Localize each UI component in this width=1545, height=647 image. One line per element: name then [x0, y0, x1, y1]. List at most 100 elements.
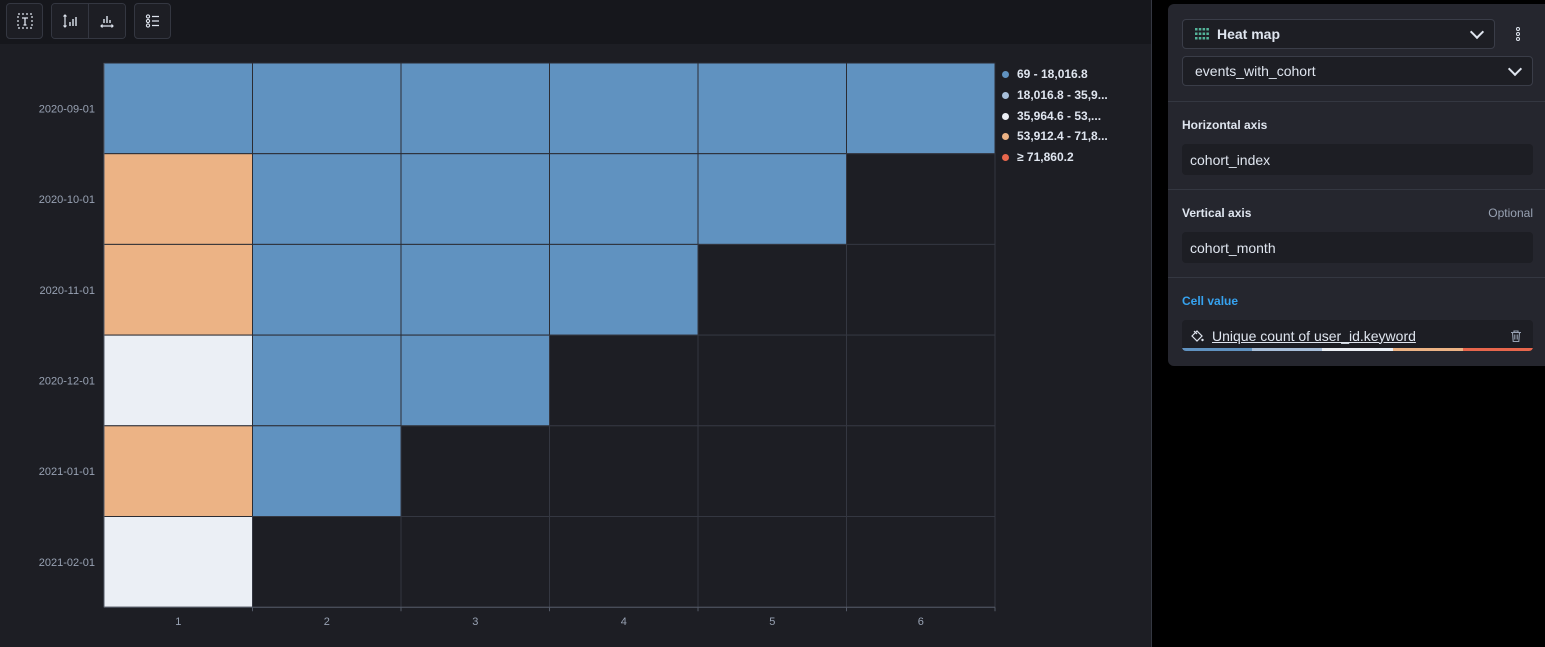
palette-swatch — [1462, 348, 1533, 351]
heatmap-cell — [400, 516, 550, 608]
x-tick-label: 3 — [472, 616, 478, 628]
axis-button-group — [51, 3, 126, 39]
x-tick-label: 2 — [324, 616, 330, 628]
x-tick-label: 1 — [175, 616, 181, 628]
heatmap-cell — [549, 516, 699, 608]
y-tick-label: 2020-11-01 — [40, 285, 95, 297]
palette-swatch — [1322, 348, 1393, 351]
heatmap-cell[interactable] — [697, 153, 847, 245]
trash-icon[interactable] — [1509, 329, 1523, 343]
vertical-axis-field[interactable]: cohort_month — [1182, 232, 1533, 263]
heatmap-cell[interactable] — [252, 153, 402, 245]
heatmap-cell — [549, 425, 699, 517]
y-tick-label: 2021-02-01 — [39, 557, 95, 569]
heatmap-cell[interactable] — [252, 334, 402, 427]
heatmap-cell — [846, 243, 996, 336]
divider — [1168, 189, 1545, 190]
layer-actions-button[interactable] — [1509, 24, 1527, 44]
horizontal-axis-label: Horizontal axis — [1182, 118, 1268, 132]
divider — [1168, 101, 1545, 102]
vertical-axis-value: cohort_month — [1190, 239, 1276, 256]
legend-button[interactable] — [134, 3, 171, 39]
y-tick-label: 2020-10-01 — [39, 194, 95, 206]
workspace: 1 2 3 4 5 6 2020-09-01 2020-10-01 2020-11-01 2020… — [0, 0, 1152, 647]
heatmap-cell — [846, 334, 996, 427]
cell-value-label: Cell value — [1182, 294, 1239, 308]
heatmap-cell[interactable] — [252, 425, 402, 517]
legend-icon — [145, 14, 159, 28]
layer-config-panel: Heat map events_with_cohort Horizontal a… — [1168, 4, 1545, 366]
horizontal-axis-field[interactable]: cohort_index — [1182, 144, 1533, 175]
heatmap-cell[interactable] — [549, 153, 699, 245]
chevron-down-icon — [1507, 61, 1523, 77]
palette-swatch — [1252, 348, 1323, 351]
heatmap-cell[interactable] — [103, 243, 253, 336]
heatmap-cell[interactable] — [252, 62, 402, 155]
heatmap-cell — [846, 516, 996, 608]
cell-value-link[interactable]: Unique count of user_id.keyword — [1212, 327, 1416, 344]
legend-dot — [1002, 153, 1009, 161]
y-tick-label: 2020-09-01 — [39, 103, 95, 115]
legend-item-label: 35,964.6 - 53,... — [1017, 109, 1102, 123]
text-icon-button[interactable] — [6, 3, 43, 39]
heatmap-cell[interactable] — [400, 243, 550, 336]
heatmap-cell[interactable] — [103, 516, 253, 608]
heatmap-cell[interactable] — [103, 153, 253, 245]
horizontal-axis-value: cohort_index — [1190, 151, 1271, 168]
heatmap-cell[interactable] — [400, 62, 550, 155]
paint-bucket-icon — [1191, 329, 1204, 342]
heatmap-cell[interactable] — [103, 62, 253, 155]
heatmap-chart: 1 2 3 4 5 6 2020-09-01 2020-10-01 2020-11-01 2020… — [39, 62, 996, 628]
vertical-axis-label: Vertical axis — [1182, 206, 1252, 220]
index-pattern-label: events_with_cohort — [1195, 63, 1316, 79]
legend-item[interactable]: 53,912.4 - 71,8... — [1002, 129, 1108, 143]
heatmap-cell[interactable] — [103, 425, 253, 517]
legend-dot — [1002, 70, 1009, 78]
legend-item-label: 18,016.8 - 35,9... — [1017, 88, 1108, 102]
panel-separator[interactable] — [1151, 0, 1152, 647]
heatmap-cell[interactable] — [697, 62, 847, 155]
divider — [1168, 277, 1545, 278]
palette-swatch — [1182, 348, 1253, 351]
heatmap-cell[interactable] — [400, 153, 550, 245]
horizontal-axis-icon — [100, 16, 114, 28]
heatmap-cell — [697, 334, 847, 427]
palette-swatch — [1392, 348, 1463, 351]
x-tick-label: 5 — [769, 616, 775, 628]
y-tick-label: 2021-01-01 — [39, 466, 95, 478]
index-pattern-select[interactable]: events_with_cohort — [1182, 56, 1533, 86]
legend-item-label: 69 - 18,016.8 — [1017, 67, 1088, 81]
heatmap-cell — [252, 516, 402, 608]
color-palette-strip — [1182, 348, 1533, 351]
more-vertical-icon — [1516, 27, 1520, 41]
legend-item[interactable]: ≥ 71,860.2 — [1002, 150, 1074, 164]
heatmap-cell — [697, 243, 847, 336]
heatmap-cell[interactable] — [400, 334, 550, 427]
heatmap-cell[interactable] — [252, 243, 402, 336]
legend-item-label: 53,912.4 - 71,8... — [1017, 129, 1108, 143]
heatmap-cell[interactable] — [103, 334, 253, 427]
legend-item[interactable]: 18,016.8 - 35,9... — [1002, 88, 1108, 102]
cell-value-field[interactable]: Unique count of user_id.keyword — [1182, 320, 1533, 351]
x-tick-label: 6 — [918, 616, 924, 628]
heatmap-icon — [1195, 28, 1209, 40]
chart-toolbar — [0, 0, 1152, 44]
legend-item[interactable]: 35,964.6 - 53,... — [1002, 109, 1101, 123]
legend-item[interactable]: 69 - 18,016.8 — [1002, 67, 1088, 81]
chevron-down-icon — [1469, 24, 1485, 40]
legend-dot — [1002, 112, 1009, 120]
chart-type-select[interactable]: Heat map — [1182, 19, 1495, 49]
text-icon — [16, 13, 33, 29]
heatmap-cell[interactable] — [549, 62, 699, 155]
heatmap-cell — [400, 425, 550, 517]
heatmap-cell — [846, 153, 996, 245]
heatmap-cell — [846, 425, 996, 517]
horizontal-axis-button[interactable] — [88, 4, 125, 38]
heatmap-cell[interactable] — [549, 243, 699, 336]
heatmap-cell[interactable] — [846, 62, 996, 155]
y-tick-label: 2020-12-01 — [39, 375, 95, 387]
vertical-axis-button[interactable] — [52, 4, 88, 38]
legend-item-label: ≥ 71,860.2 — [1017, 150, 1074, 164]
legend-dot — [1002, 91, 1009, 99]
heatmap-cell — [697, 425, 847, 517]
